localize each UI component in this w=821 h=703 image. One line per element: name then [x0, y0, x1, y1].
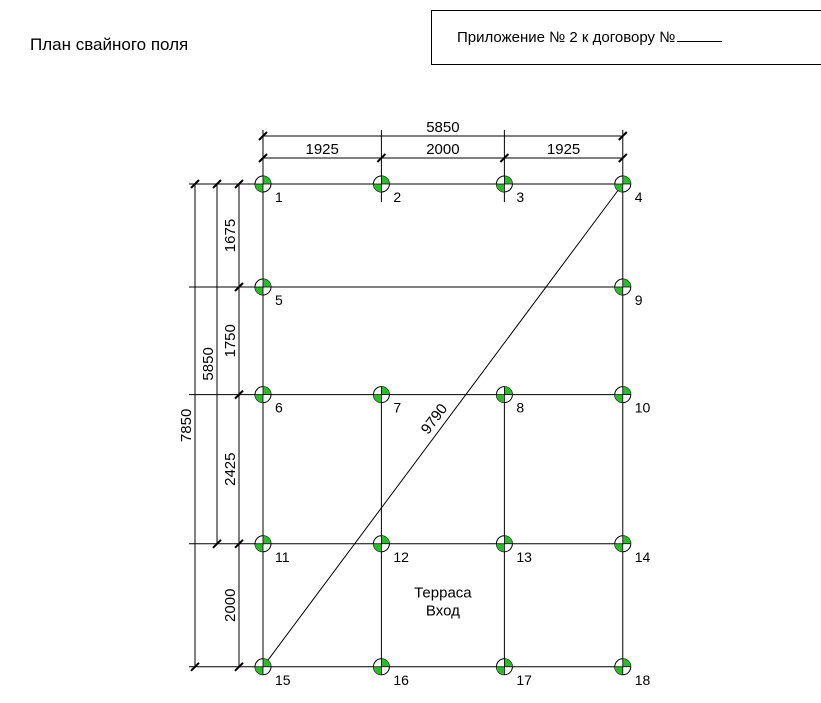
pile-label: 9: [635, 292, 643, 308]
dim-label: 7850: [178, 409, 195, 442]
pile-marker: [615, 279, 631, 295]
pile-label: 10: [635, 400, 651, 416]
pile-marker: [373, 387, 389, 403]
diagonal-label: 9790: [418, 401, 452, 438]
dim-label: 2425: [222, 453, 239, 486]
dim-label: 2000: [426, 141, 459, 158]
plan-note: Терраса: [414, 584, 472, 601]
pile-marker: [615, 176, 631, 192]
pile-marker: [255, 279, 271, 295]
pile-label: 5: [275, 292, 283, 308]
dim-label: 2000: [222, 589, 239, 622]
pile-label: 3: [516, 189, 524, 205]
pile-label: 6: [275, 400, 283, 416]
dim-label: 5850: [426, 119, 459, 136]
pile-label: 12: [393, 549, 409, 565]
dim-label: 1925: [306, 141, 339, 158]
pile-marker: [496, 659, 512, 675]
pile-marker: [255, 659, 271, 675]
pile-marker: [373, 536, 389, 552]
pile-marker: [255, 536, 271, 552]
pile-label: 18: [635, 672, 651, 688]
pile-marker: [373, 659, 389, 675]
dim-label: 5850: [200, 347, 217, 380]
dim-label: 1925: [547, 141, 580, 158]
pile-label: 8: [516, 400, 524, 416]
pile-label: 4: [635, 189, 643, 205]
pile-marker: [615, 387, 631, 403]
plan-note: Вход: [426, 602, 460, 619]
pile-marker: [373, 176, 389, 192]
pile-label: 2: [393, 189, 401, 205]
pile-label: 7: [393, 400, 401, 416]
pile-label: 14: [635, 549, 651, 565]
pile-marker: [615, 659, 631, 675]
pile-marker: [255, 176, 271, 192]
pile-plan-diagram: 9790192520001925585016751750242520005850…: [0, 0, 821, 703]
dim-label: 1675: [222, 219, 239, 252]
pile-marker: [496, 176, 512, 192]
pile-label: 1: [275, 189, 283, 205]
pile-label: 15: [275, 672, 291, 688]
pile-label: 13: [516, 549, 532, 565]
pile-marker: [496, 387, 512, 403]
pile-label: 11: [275, 549, 290, 565]
dim-label: 1750: [222, 324, 239, 357]
pile-label: 17: [516, 672, 532, 688]
pile-marker: [496, 536, 512, 552]
pile-marker: [255, 387, 271, 403]
pile-label: 16: [393, 672, 409, 688]
pile-marker: [615, 536, 631, 552]
